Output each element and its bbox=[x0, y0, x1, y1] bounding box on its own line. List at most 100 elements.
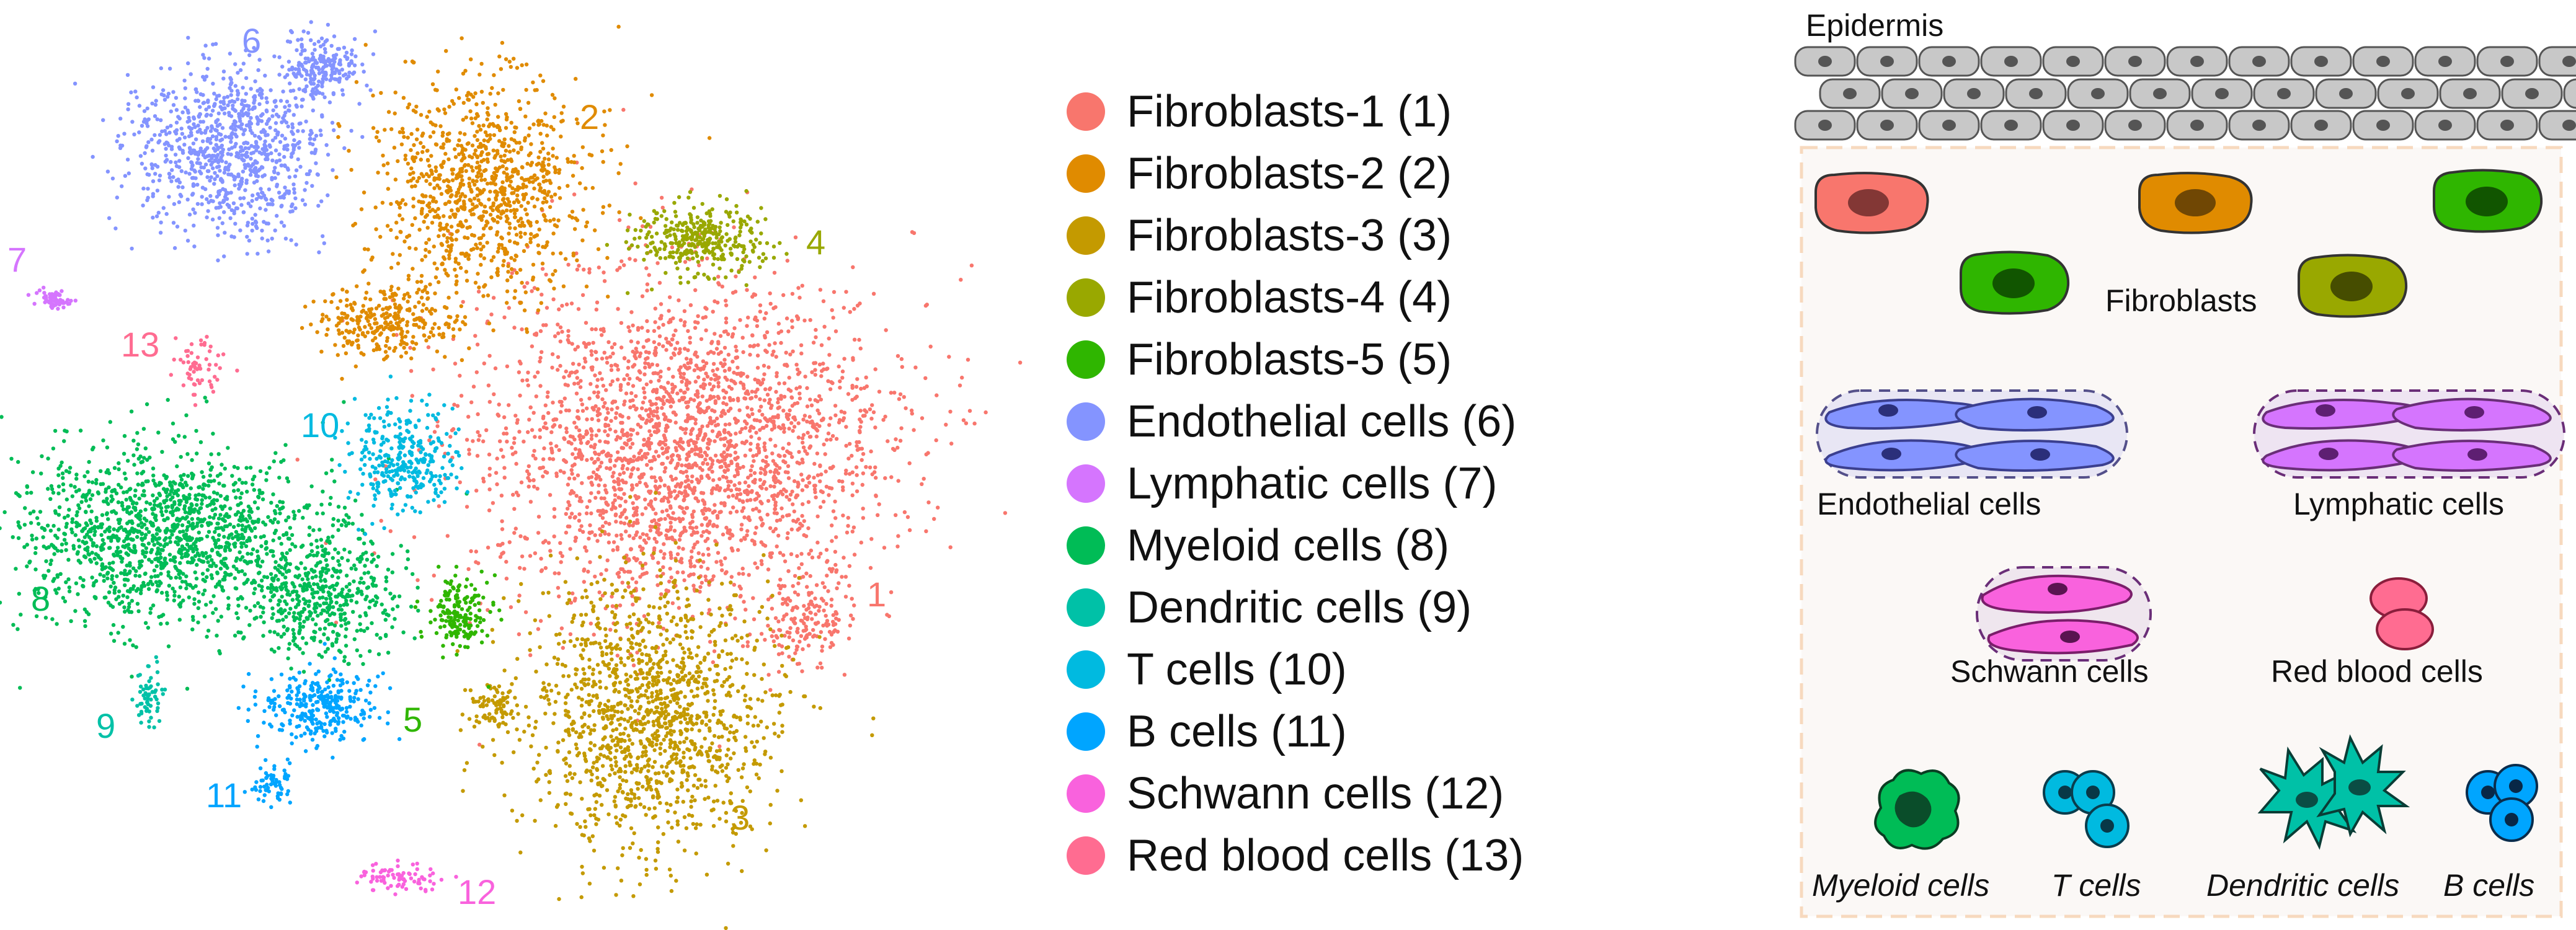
umap-point bbox=[522, 193, 527, 197]
umap-point bbox=[345, 316, 349, 320]
umap-point bbox=[379, 518, 383, 523]
umap-point bbox=[660, 440, 665, 445]
umap-point bbox=[814, 327, 818, 332]
umap-point bbox=[502, 153, 507, 158]
umap-point bbox=[588, 382, 593, 386]
umap-point bbox=[766, 673, 771, 677]
umap-point bbox=[636, 755, 641, 760]
umap-point bbox=[774, 389, 778, 394]
umap-point bbox=[464, 93, 469, 98]
umap-point bbox=[668, 506, 673, 510]
umap-point bbox=[340, 330, 345, 335]
umap-point bbox=[675, 463, 680, 468]
umap-point bbox=[801, 440, 805, 445]
umap-point bbox=[350, 318, 355, 322]
umap-point bbox=[515, 818, 519, 823]
umap-point bbox=[644, 506, 648, 510]
umap-point bbox=[741, 350, 745, 355]
umap-point bbox=[541, 146, 546, 151]
umap-point bbox=[413, 216, 417, 221]
umap-point bbox=[620, 537, 624, 541]
umap-point bbox=[883, 414, 887, 419]
umap-point bbox=[533, 456, 538, 461]
umap-point bbox=[814, 612, 818, 616]
umap-point bbox=[491, 201, 495, 206]
umap-point bbox=[568, 547, 572, 551]
umap-point bbox=[720, 649, 725, 653]
umap-point bbox=[651, 556, 655, 560]
umap-point bbox=[624, 560, 628, 565]
umap-point bbox=[668, 670, 672, 674]
umap-point bbox=[546, 151, 551, 156]
umap-point bbox=[671, 615, 676, 619]
umap-point bbox=[790, 325, 794, 329]
umap-point bbox=[587, 657, 592, 662]
umap-point bbox=[600, 356, 605, 361]
umap-point bbox=[545, 471, 549, 475]
umap-point bbox=[410, 394, 414, 398]
umap-point bbox=[629, 799, 633, 804]
umap-point bbox=[394, 220, 399, 225]
umap-point bbox=[530, 277, 535, 282]
umap-point bbox=[543, 218, 548, 223]
umap-point bbox=[855, 448, 860, 452]
umap-point bbox=[638, 575, 642, 579]
umap-point bbox=[750, 407, 754, 412]
umap-point bbox=[565, 779, 570, 783]
umap-point bbox=[512, 441, 517, 445]
umap-point bbox=[680, 491, 684, 495]
umap-point bbox=[597, 483, 601, 487]
umap-point bbox=[487, 321, 492, 326]
umap-point bbox=[649, 499, 654, 503]
umap-point bbox=[673, 476, 678, 481]
umap-point bbox=[622, 263, 626, 267]
umap-point bbox=[606, 433, 610, 438]
umap-point bbox=[442, 107, 446, 112]
umap-point bbox=[873, 470, 877, 474]
umap-point bbox=[458, 265, 463, 270]
umap-point bbox=[800, 669, 804, 673]
umap-point bbox=[426, 345, 431, 350]
umap-point bbox=[482, 169, 486, 173]
umap-point bbox=[717, 375, 721, 379]
umap-point bbox=[841, 485, 845, 490]
umap-point bbox=[451, 334, 456, 339]
umap-point bbox=[448, 435, 453, 439]
umap-point bbox=[580, 595, 585, 600]
umap-point bbox=[556, 740, 561, 745]
umap-point bbox=[788, 626, 793, 631]
umap-point bbox=[677, 538, 682, 542]
umap-point bbox=[642, 372, 647, 376]
umap-point bbox=[363, 325, 367, 329]
umap-point bbox=[582, 356, 587, 361]
umap-point bbox=[672, 489, 677, 494]
umap-point bbox=[631, 323, 635, 328]
umap-point bbox=[550, 92, 555, 97]
umap-point bbox=[580, 833, 584, 837]
umap-point bbox=[770, 494, 775, 498]
umap-point bbox=[678, 469, 683, 474]
umap-point bbox=[668, 342, 673, 347]
umap-point bbox=[500, 180, 505, 185]
umap-point bbox=[556, 331, 561, 335]
umap-point bbox=[504, 577, 509, 581]
umap-point bbox=[637, 480, 642, 485]
umap-point bbox=[713, 299, 717, 304]
umap-point bbox=[529, 142, 533, 146]
umap-point bbox=[450, 428, 455, 433]
umap-point bbox=[618, 414, 623, 418]
umap-point bbox=[757, 409, 762, 413]
umap-point bbox=[739, 523, 744, 527]
umap-point bbox=[555, 662, 560, 666]
umap-point bbox=[624, 458, 628, 463]
umap-point bbox=[505, 157, 510, 162]
umap-point bbox=[589, 491, 593, 495]
umap-point bbox=[445, 137, 449, 141]
umap-point bbox=[748, 473, 753, 477]
umap-point bbox=[559, 400, 564, 404]
umap-point bbox=[491, 640, 495, 644]
umap-point bbox=[713, 509, 717, 513]
umap-point bbox=[517, 200, 521, 204]
umap-point bbox=[819, 418, 824, 422]
umap-point bbox=[543, 566, 548, 570]
